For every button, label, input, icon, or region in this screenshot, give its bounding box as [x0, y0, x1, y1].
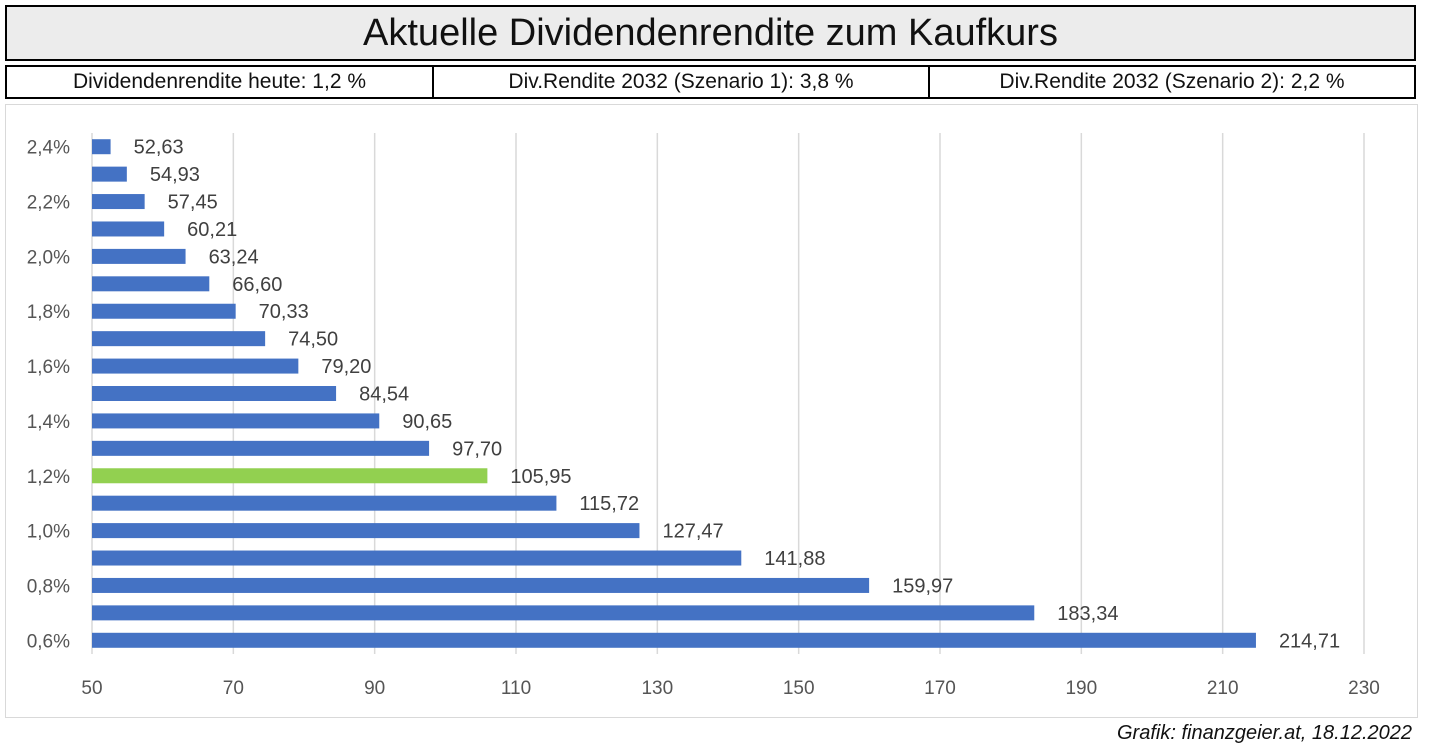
x-tick-label: 110 — [501, 678, 531, 699]
stats-row: Dividendenrendite heute: 1,2 % Div.Rendi… — [5, 65, 1416, 99]
bar — [92, 440, 430, 456]
y-tick-label: 0,6% — [27, 631, 70, 652]
x-tick-label: 190 — [1065, 678, 1097, 699]
x-tick-label: 150 — [783, 678, 815, 699]
chart-title: Aktuelle Dividendenrendite zum Kaufkurs — [5, 5, 1416, 61]
y-tick-label: 1,0% — [27, 522, 70, 543]
x-tick-label: 50 — [81, 678, 102, 699]
data-label: 97,70 — [452, 438, 502, 460]
bar — [92, 194, 145, 210]
bar — [92, 303, 236, 319]
y-tick-label: 2,0% — [27, 247, 70, 268]
y-tick-label: 0,8% — [27, 576, 70, 597]
data-label: 183,34 — [1057, 603, 1118, 625]
y-tick-label: 2,2% — [27, 193, 70, 214]
bar — [92, 358, 299, 374]
stat-current-yield: Dividendenrendite heute: 1,2 % — [72, 70, 367, 93]
data-label: 90,65 — [402, 411, 452, 433]
data-label: 57,45 — [168, 192, 218, 214]
bar — [92, 221, 165, 237]
stat-scenario-2-yield: Div.Rendite 2032 (Szenario 2): 2,2 % — [928, 67, 1414, 97]
y-tick-label: 1,4% — [27, 412, 70, 433]
data-label: 66,60 — [232, 274, 282, 296]
data-label: 63,24 — [209, 246, 259, 268]
data-label: 159,97 — [892, 575, 953, 597]
bar — [92, 523, 640, 539]
bar — [92, 632, 1256, 648]
y-tick-label: 2,4% — [27, 138, 70, 159]
bar — [92, 577, 870, 593]
bar — [92, 248, 186, 264]
x-tick-label: 90 — [364, 678, 385, 699]
data-label: 52,63 — [134, 137, 184, 159]
data-label: 141,88 — [764, 548, 825, 570]
data-label: 74,50 — [288, 329, 338, 351]
data-label: 84,54 — [359, 384, 409, 406]
x-tick-label: 210 — [1207, 678, 1239, 699]
data-label: 127,47 — [662, 521, 723, 543]
data-label: 54,93 — [150, 164, 200, 186]
bar — [92, 495, 557, 511]
data-label: 60,21 — [187, 219, 237, 241]
bar — [92, 166, 127, 182]
bar — [92, 276, 210, 292]
bar — [92, 413, 380, 429]
data-label: 115,72 — [579, 493, 639, 515]
data-label: 105,95 — [510, 466, 571, 488]
x-tick-label: 130 — [641, 678, 673, 699]
bar — [92, 386, 337, 401]
bar — [92, 139, 111, 155]
bar — [92, 550, 742, 566]
x-tick-label: 170 — [924, 678, 956, 699]
data-label: 214,71 — [1279, 630, 1340, 652]
bar — [92, 331, 266, 347]
stat-scenario-1-yield: Div.Rendite 2032 (Szenario 1): 3,8 % — [432, 67, 928, 97]
x-tick-label: 70 — [223, 678, 244, 699]
data-label: 79,20 — [321, 356, 371, 378]
y-tick-label: 1,6% — [27, 357, 70, 378]
chart-frame — [5, 104, 1418, 718]
data-label: 70,33 — [259, 301, 309, 323]
bar — [92, 605, 1035, 621]
bar — [92, 468, 488, 484]
credit-note: Grafik: finanzgeier.at, 18.12.2022 — [1117, 722, 1412, 744]
y-tick-label: 1,8% — [27, 302, 70, 323]
y-tick-label: 1,2% — [27, 467, 70, 488]
x-tick-label: 230 — [1348, 678, 1380, 699]
